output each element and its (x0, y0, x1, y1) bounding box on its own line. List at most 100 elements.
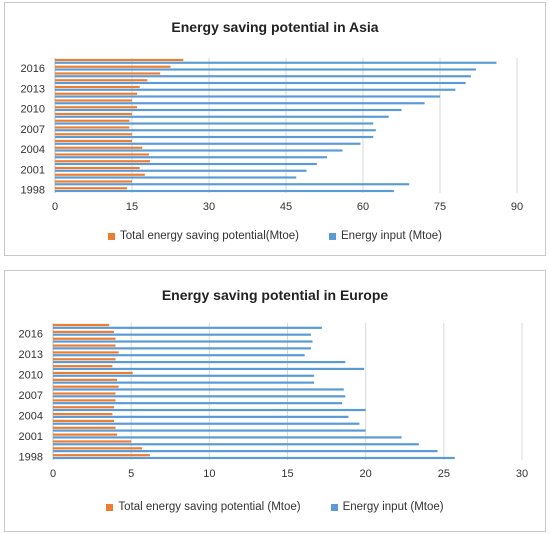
chart-title: Energy saving potential in Europe (161, 287, 389, 303)
bar-input-2001 (55, 169, 307, 172)
x-tick-label: 60 (357, 201, 369, 213)
bar-saving-2007 (55, 126, 130, 129)
y-tick-label: 2013 (21, 83, 45, 95)
bar-input-1999 (53, 450, 438, 453)
bar-input-2004 (53, 415, 349, 418)
bar-saving-2008 (55, 119, 130, 122)
bar-input-2014 (53, 347, 311, 350)
bar-input-2014 (55, 81, 466, 85)
x-tick-label: 20 (360, 468, 372, 480)
bar-saving-1998 (55, 187, 127, 190)
bar-saving-2004 (55, 146, 143, 149)
bar-saving-2010 (55, 106, 138, 109)
bar-input-2008 (53, 388, 344, 391)
bar-saving-2000 (53, 440, 132, 443)
bar-saving-2002 (53, 426, 116, 429)
chart-legend: Total energy saving potential(Mtoe) Ener… (5, 230, 545, 242)
y-tick-label: 2004 (19, 410, 43, 422)
bar-input-2001 (53, 436, 402, 439)
bar-input-2013 (55, 88, 456, 91)
legend-item-input: Energy input (Mtoe) (329, 230, 442, 242)
y-tick-label: 2010 (21, 104, 45, 116)
bar-saving-1999 (53, 447, 143, 450)
bar-saving-2005 (53, 406, 114, 409)
bar-saving-2017 (53, 323, 110, 327)
bar-saving-2009 (55, 112, 132, 116)
x-tick-label: 15 (281, 468, 293, 480)
bar-input-1999 (55, 183, 410, 186)
legend-swatch-blue (330, 503, 338, 511)
bar-saving-2004 (53, 412, 113, 416)
bar-saving-2016 (55, 65, 171, 68)
bar-input-2003 (55, 156, 328, 159)
bar-saving-2016 (53, 330, 114, 333)
bar-saving-2017 (55, 58, 184, 62)
legend-item-saving: Total energy saving potential(Mtoe) (108, 230, 299, 242)
legend-swatch-orange (106, 503, 114, 511)
bar-input-2012 (55, 95, 440, 98)
y-tick-label: 2007 (19, 390, 43, 402)
y-tick-label: 2001 (19, 431, 43, 443)
y-tick-label: 2016 (21, 63, 45, 75)
bar-saving-2001 (55, 166, 140, 170)
bar-input-2005 (53, 408, 366, 412)
europe-bar-chart: 0 5 10 15 20 25 30 1998 2001 2004 2007 2010 2013 2016 (19, 323, 528, 480)
bar-saving-2008 (53, 385, 119, 388)
bar-saving-1999 (55, 180, 132, 183)
bar-input-2002 (53, 429, 366, 432)
bar-input-2011 (53, 367, 365, 371)
legend-label: Total energy saving potential (Mtoe) (118, 501, 301, 513)
bar-saving-2011 (55, 99, 132, 102)
bar-saving-2012 (53, 358, 116, 361)
bar-input-2003 (53, 422, 360, 425)
bar-saving-2011 (53, 365, 113, 368)
y-tick-label: 1998 (21, 185, 45, 197)
x-tick-label: 75 (434, 201, 446, 213)
bar-saving-2003 (53, 419, 114, 423)
bar-input-2006 (53, 402, 343, 405)
legend-item-saving: Total energy saving potential (Mtoe) (106, 501, 301, 513)
bar-input-2009 (53, 381, 315, 384)
x-tick-label: 10 (203, 468, 215, 480)
legend-label: Energy input (Mtoe) (342, 501, 444, 513)
bar-input-2005 (55, 142, 361, 145)
bar-saving-2006 (53, 399, 116, 402)
legend-swatch-orange (108, 232, 115, 240)
bar-saving-2014 (55, 79, 148, 82)
chart-legend: Total energy saving potential (Mtoe) Ene… (5, 501, 545, 513)
bar-input-2015 (55, 75, 471, 78)
bar-saving-2000 (55, 173, 145, 176)
bar-input-2007 (53, 395, 346, 398)
bar-input-2008 (55, 122, 374, 125)
y-tick-label: 2004 (21, 144, 45, 156)
x-tick-label: 90 (511, 201, 523, 213)
bar-saving-2013 (55, 85, 140, 89)
bar-input-2016 (53, 333, 311, 336)
bar-saving-2014 (53, 344, 116, 347)
bar-saving-2005 (55, 139, 132, 143)
bar-saving-2012 (55, 92, 138, 95)
bar-saving-2015 (53, 337, 116, 340)
bar-saving-1998 (53, 454, 150, 457)
bar-input-2000 (55, 176, 297, 179)
bar-input-2015 (53, 340, 313, 343)
x-tick-label: 30 (516, 468, 528, 480)
bar-saving-2010 (53, 371, 133, 375)
europe-chart-panel: Energy saving potential in Europe 0 5 10 15… (4, 270, 546, 532)
bar-input-2016 (55, 68, 476, 71)
x-tick-label: 45 (280, 201, 292, 213)
bar-input-2010 (55, 108, 402, 112)
bar-input-1998 (53, 456, 455, 460)
bar-saving-2013 (53, 351, 119, 354)
legend-swatch-blue (329, 232, 336, 240)
bar-saving-2015 (55, 72, 161, 75)
y-tick-label: 2010 (19, 369, 43, 381)
bar-input-2002 (55, 162, 317, 166)
bar-input-2004 (55, 149, 343, 152)
y-tick-label: 2007 (21, 124, 45, 136)
bar-input-2013 (53, 354, 305, 357)
bar-input-2000 (53, 443, 419, 446)
bar-saving-2001 (53, 433, 118, 436)
bar-saving-2009 (53, 378, 118, 381)
legend-label: Total energy saving potential(Mtoe) (120, 230, 299, 242)
